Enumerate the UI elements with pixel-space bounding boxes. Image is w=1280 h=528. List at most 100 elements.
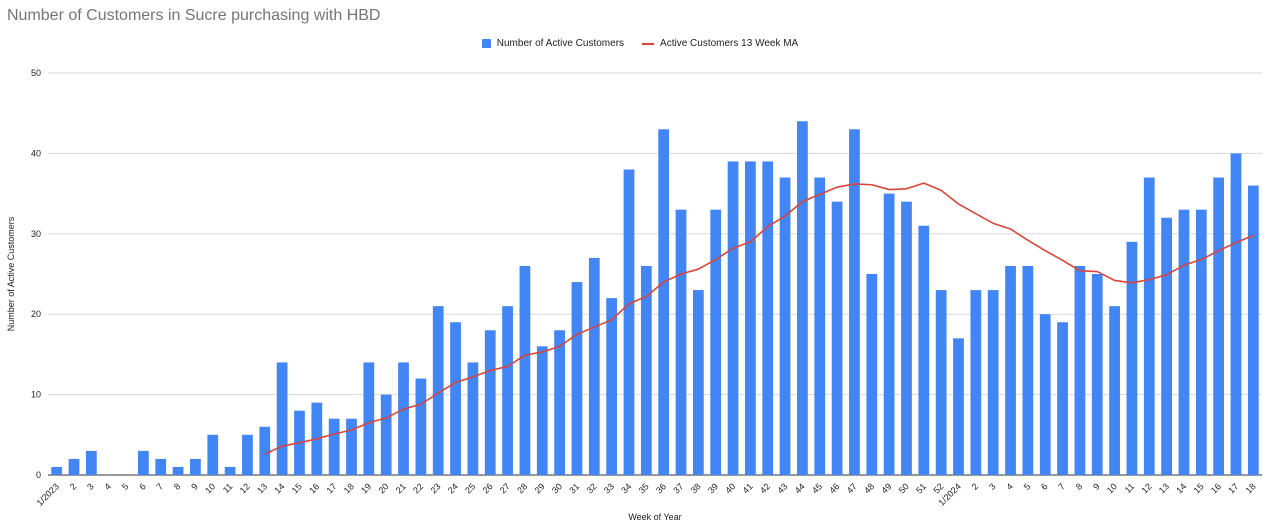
bar[interactable] <box>398 362 409 475</box>
bar[interactable] <box>571 282 583 475</box>
x-tick-label: 46 <box>827 481 841 495</box>
bar[interactable] <box>623 169 635 476</box>
bar[interactable] <box>762 161 774 475</box>
x-tick-label: 38 <box>689 481 703 495</box>
bar[interactable] <box>1039 314 1051 475</box>
bar[interactable] <box>606 298 618 475</box>
bar[interactable] <box>901 201 912 475</box>
bar[interactable] <box>155 458 167 475</box>
x-tick-label: 16 <box>1209 481 1223 495</box>
x-tick-label: 34 <box>619 481 633 495</box>
bar[interactable] <box>190 458 201 475</box>
bar[interactable] <box>779 177 791 475</box>
bar[interactable] <box>328 418 340 475</box>
bar[interactable] <box>68 458 80 475</box>
bar[interactable] <box>346 418 357 475</box>
bar[interactable] <box>1161 217 1172 475</box>
bar[interactable] <box>51 466 63 475</box>
x-tick-label: 1/2023 <box>35 481 62 508</box>
bar[interactable] <box>710 209 722 475</box>
x-tick-label: 39 <box>706 481 720 495</box>
x-tick-label: 8 <box>172 481 183 492</box>
bar[interactable] <box>953 338 964 475</box>
bar[interactable] <box>866 274 878 475</box>
bar[interactable] <box>727 161 739 475</box>
x-tick-label: 21 <box>394 481 408 495</box>
x-tick-label: 18 <box>342 481 356 495</box>
bar[interactable] <box>1074 265 1086 475</box>
bar[interactable] <box>918 225 930 475</box>
ma-line-series <box>264 182 1254 455</box>
bar[interactable] <box>207 434 219 475</box>
bar[interactable] <box>138 450 149 475</box>
x-tick-label: 3 <box>85 481 96 492</box>
bar[interactable] <box>85 450 97 475</box>
bar[interactable] <box>814 177 826 475</box>
bar[interactable] <box>1109 306 1120 475</box>
x-tick-label: 5 <box>1022 481 1033 492</box>
legend: Number of Active Customers Active Custom… <box>0 38 1280 49</box>
x-tick-label: 37 <box>671 481 685 495</box>
x-tick-label: 17 <box>1226 481 1240 495</box>
bar[interactable] <box>1178 209 1190 475</box>
bar[interactable] <box>1143 177 1155 475</box>
bar[interactable] <box>745 161 756 475</box>
bar[interactable] <box>831 201 843 475</box>
bar[interactable] <box>172 466 184 475</box>
bar[interactable] <box>1091 274 1103 475</box>
bar[interactable] <box>242 434 253 475</box>
bar[interactable] <box>467 362 479 475</box>
bar[interactable] <box>1195 209 1207 475</box>
bar-series <box>51 121 1259 476</box>
bar[interactable] <box>502 306 513 475</box>
bar[interactable] <box>640 265 652 475</box>
bar[interactable] <box>692 290 704 475</box>
bar[interactable] <box>1022 265 1034 475</box>
bar[interactable] <box>658 129 670 475</box>
x-tick-label: 40 <box>723 481 737 495</box>
bar[interactable] <box>363 362 375 475</box>
bar[interactable] <box>935 290 947 475</box>
bar[interactable] <box>970 290 982 475</box>
bar[interactable] <box>259 426 271 475</box>
bar[interactable] <box>987 290 999 475</box>
bar[interactable] <box>1126 241 1138 475</box>
bar[interactable] <box>276 362 288 475</box>
x-tick-label: 16 <box>307 481 321 495</box>
legend-item-line[interactable]: Active Customers 13 Week MA <box>642 38 798 49</box>
x-tick-label: 8 <box>1074 481 1085 492</box>
x-tick-label: 15 <box>1192 481 1206 495</box>
bar[interactable] <box>415 378 427 475</box>
x-tick-label: 47 <box>845 481 859 495</box>
x-tick-label: 42 <box>758 481 772 495</box>
x-tick-label: 25 <box>463 481 477 495</box>
bar[interactable] <box>380 394 392 475</box>
bar[interactable] <box>536 346 548 475</box>
bar[interactable] <box>1005 265 1016 475</box>
x-tick-label: 5 <box>120 481 131 492</box>
legend-swatch-bars <box>481 39 491 48</box>
bar[interactable] <box>1213 177 1225 475</box>
ma-line[interactable] <box>264 182 1254 455</box>
bar[interactable] <box>1057 322 1068 475</box>
bar[interactable] <box>450 322 461 475</box>
legend-item-bars[interactable]: Number of Active Customers <box>481 38 624 49</box>
bar[interactable] <box>484 330 496 475</box>
x-tick-label: 51 <box>914 481 928 495</box>
x-tick-label: 2 <box>68 481 79 492</box>
bar[interactable] <box>797 121 808 476</box>
bar[interactable] <box>849 129 860 475</box>
bar[interactable] <box>519 265 531 475</box>
legend-swatch-line <box>642 42 655 45</box>
bar[interactable] <box>588 257 600 475</box>
bar[interactable] <box>1230 153 1242 475</box>
x-tick-label: 10 <box>1105 481 1119 495</box>
bar[interactable] <box>432 306 444 475</box>
x-tick-label: 43 <box>775 481 789 495</box>
bar[interactable] <box>1247 185 1259 475</box>
bar[interactable] <box>883 193 895 475</box>
bar[interactable] <box>554 330 565 475</box>
bar[interactable] <box>675 209 687 475</box>
bar[interactable] <box>224 466 236 475</box>
